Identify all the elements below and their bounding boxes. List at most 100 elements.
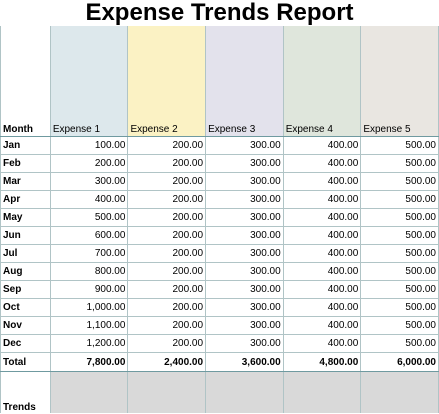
report-title: Expense Trends Report	[85, 0, 354, 26]
value-cell[interactable]: 1,000.00	[50, 298, 129, 317]
month-cell[interactable]: Aug	[0, 262, 51, 281]
value-cell[interactable]: 300.00	[205, 280, 284, 299]
value-cell[interactable]: 600.00	[50, 226, 129, 245]
value-cell[interactable]: 500.00	[360, 208, 439, 227]
value-cell[interactable]: 200.00	[127, 226, 207, 245]
total-label[interactable]: Total	[0, 352, 51, 372]
value-cell[interactable]: 500.00	[360, 262, 439, 281]
value-cell[interactable]: 400.00	[283, 280, 362, 299]
value-cell[interactable]: 500.00	[360, 172, 439, 191]
value-cell[interactable]: 1,100.00	[50, 316, 129, 335]
total-cell[interactable]: 4,800.00	[283, 352, 362, 372]
value-cell[interactable]: 800.00	[50, 262, 129, 281]
value-cell[interactable]: 400.00	[283, 226, 362, 245]
total-cell[interactable]: 7,800.00	[50, 352, 129, 372]
column-header-expense-2[interactable]: Expense 2	[127, 26, 207, 137]
column-header-expense-4[interactable]: Expense 4	[283, 26, 362, 137]
value-cell[interactable]: 200.00	[50, 154, 129, 173]
value-cell[interactable]: 300.00	[205, 208, 284, 227]
value-cell[interactable]: 500.00	[360, 190, 439, 209]
value-cell[interactable]: 400.00	[283, 172, 362, 191]
value-cell[interactable]: 400.00	[283, 298, 362, 317]
value-cell[interactable]: 300.00	[205, 190, 284, 209]
month-cell[interactable]: Jul	[0, 244, 51, 263]
trend-sparkline-cell[interactable]	[360, 371, 439, 413]
value-cell[interactable]: 500.00	[360, 280, 439, 299]
trends-label[interactable]: Trends	[0, 371, 51, 413]
value-cell[interactable]: 200.00	[127, 244, 207, 263]
value-cell[interactable]: 300.00	[205, 244, 284, 263]
table-row: May 500.00 200.00 300.00 400.00 500.00	[0, 208, 439, 227]
value-cell[interactable]: 700.00	[50, 244, 129, 263]
value-cell[interactable]: 500.00	[360, 226, 439, 245]
value-cell[interactable]: 200.00	[127, 334, 207, 353]
value-cell[interactable]: 200.00	[127, 316, 207, 335]
value-cell[interactable]: 400.00	[283, 334, 362, 353]
value-cell[interactable]: 500.00	[360, 316, 439, 335]
value-cell[interactable]: 200.00	[127, 172, 207, 191]
trend-sparkline-cell[interactable]	[127, 371, 207, 413]
month-cell[interactable]: May	[0, 208, 51, 227]
value-cell[interactable]: 200.00	[127, 262, 207, 281]
value-cell[interactable]: 500.00	[360, 298, 439, 317]
table-row: Mar 300.00 200.00 300.00 400.00 500.00	[0, 172, 439, 191]
value-cell[interactable]: 500.00	[360, 334, 439, 353]
value-cell[interactable]: 200.00	[127, 136, 207, 155]
value-cell[interactable]: 300.00	[205, 172, 284, 191]
month-cell[interactable]: Apr	[0, 190, 51, 209]
value-cell[interactable]: 500.00	[360, 154, 439, 173]
value-cell[interactable]: 300.00	[205, 262, 284, 281]
value-cell[interactable]: 200.00	[127, 190, 207, 209]
value-cell[interactable]: 200.00	[127, 280, 207, 299]
header-row: Month Expense 1 Expense 2 Expense 3 Expe…	[0, 26, 439, 137]
value-cell[interactable]: 1,200.00	[50, 334, 129, 353]
column-header-expense-5[interactable]: Expense 5	[360, 26, 439, 137]
trend-sparkline-cell[interactable]	[50, 371, 129, 413]
month-cell[interactable]: Sep	[0, 280, 51, 299]
table-row: Aug 800.00 200.00 300.00 400.00 500.00	[0, 262, 439, 281]
value-cell[interactable]: 300.00	[50, 172, 129, 191]
total-cell[interactable]: 2,400.00	[127, 352, 207, 372]
table-row: Jul 700.00 200.00 300.00 400.00 500.00	[0, 244, 439, 263]
value-cell[interactable]: 300.00	[205, 154, 284, 173]
value-cell[interactable]: 400.00	[283, 190, 362, 209]
value-cell[interactable]: 100.00	[50, 136, 129, 155]
value-cell[interactable]: 300.00	[205, 136, 284, 155]
value-cell[interactable]: 500.00	[360, 244, 439, 263]
value-cell[interactable]: 400.00	[283, 136, 362, 155]
table-row: Jan 100.00 200.00 300.00 400.00 500.00	[0, 136, 439, 155]
month-cell[interactable]: Nov	[0, 316, 51, 335]
trend-sparkline-cell[interactable]	[205, 371, 284, 413]
month-cell[interactable]: Jun	[0, 226, 51, 245]
value-cell[interactable]: 400.00	[283, 154, 362, 173]
table-row: Sep 900.00 200.00 300.00 400.00 500.00	[0, 280, 439, 299]
trends-row: Trends	[0, 371, 439, 413]
month-cell[interactable]: Dec	[0, 334, 51, 353]
value-cell[interactable]: 200.00	[127, 208, 207, 227]
value-cell[interactable]: 400.00	[283, 244, 362, 263]
value-cell[interactable]: 400.00	[283, 316, 362, 335]
column-header-expense-3[interactable]: Expense 3	[205, 26, 284, 137]
month-cell[interactable]: Oct	[0, 298, 51, 317]
value-cell[interactable]: 200.00	[127, 154, 207, 173]
value-cell[interactable]: 300.00	[205, 226, 284, 245]
value-cell[interactable]: 300.00	[205, 334, 284, 353]
value-cell[interactable]: 400.00	[283, 262, 362, 281]
value-cell[interactable]: 200.00	[127, 298, 207, 317]
trend-sparkline-cell[interactable]	[283, 371, 362, 413]
total-cell[interactable]: 6,000.00	[360, 352, 439, 372]
value-cell[interactable]: 400.00	[50, 190, 129, 209]
month-column-header[interactable]: Month	[0, 26, 51, 137]
value-cell[interactable]: 500.00	[50, 208, 129, 227]
column-header-expense-1[interactable]: Expense 1	[50, 26, 129, 137]
value-cell[interactable]: 300.00	[205, 316, 284, 335]
total-row: Total 7,800.00 2,400.00 3,600.00 4,800.00 6,0…	[0, 352, 439, 372]
value-cell[interactable]: 500.00	[360, 136, 439, 155]
value-cell[interactable]: 300.00	[205, 298, 284, 317]
value-cell[interactable]: 900.00	[50, 280, 129, 299]
month-cell[interactable]: Mar	[0, 172, 51, 191]
value-cell[interactable]: 400.00	[283, 208, 362, 227]
total-cell[interactable]: 3,600.00	[205, 352, 284, 372]
month-cell[interactable]: Feb	[0, 154, 51, 173]
month-cell[interactable]: Jan	[0, 136, 51, 155]
